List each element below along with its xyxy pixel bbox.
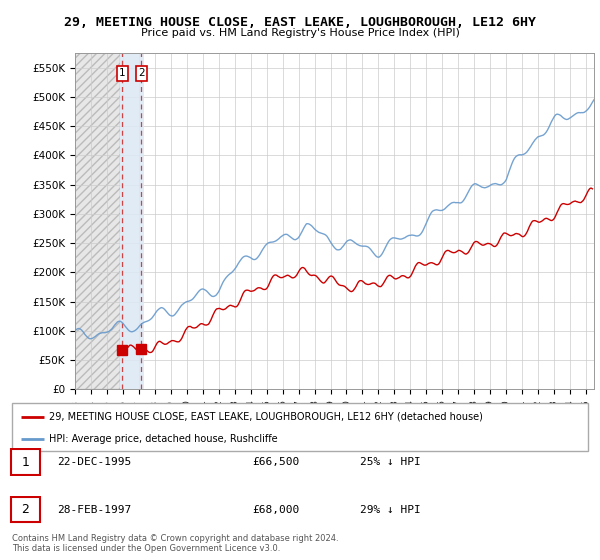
Bar xyxy=(75,53,120,389)
FancyBboxPatch shape xyxy=(11,449,40,475)
Bar xyxy=(75,53,120,389)
Text: 29, MEETING HOUSE CLOSE, EAST LEAKE, LOUGHBOROUGH, LE12 6HY: 29, MEETING HOUSE CLOSE, EAST LEAKE, LOU… xyxy=(64,16,536,29)
Text: Contains HM Land Registry data © Crown copyright and database right 2024.
This d: Contains HM Land Registry data © Crown c… xyxy=(12,534,338,553)
Text: Price paid vs. HM Land Registry's House Price Index (HPI): Price paid vs. HM Land Registry's House … xyxy=(140,28,460,38)
Text: 28-FEB-1997: 28-FEB-1997 xyxy=(57,505,131,515)
Text: £66,500: £66,500 xyxy=(252,457,299,467)
Text: 29% ↓ HPI: 29% ↓ HPI xyxy=(360,505,421,515)
FancyBboxPatch shape xyxy=(11,497,40,522)
Text: 1: 1 xyxy=(119,68,126,78)
Text: 25% ↓ HPI: 25% ↓ HPI xyxy=(360,457,421,467)
Text: 29, MEETING HOUSE CLOSE, EAST LEAKE, LOUGHBOROUGH, LE12 6HY (detached house): 29, MEETING HOUSE CLOSE, EAST LEAKE, LOU… xyxy=(49,412,484,422)
Bar xyxy=(120,53,143,389)
Text: 2: 2 xyxy=(22,503,29,516)
Text: 22-DEC-1995: 22-DEC-1995 xyxy=(57,457,131,467)
Text: 2: 2 xyxy=(138,68,145,78)
Text: £68,000: £68,000 xyxy=(252,505,299,515)
Text: HPI: Average price, detached house, Rushcliffe: HPI: Average price, detached house, Rush… xyxy=(49,434,278,444)
FancyBboxPatch shape xyxy=(12,403,588,451)
Text: 1: 1 xyxy=(22,455,29,469)
